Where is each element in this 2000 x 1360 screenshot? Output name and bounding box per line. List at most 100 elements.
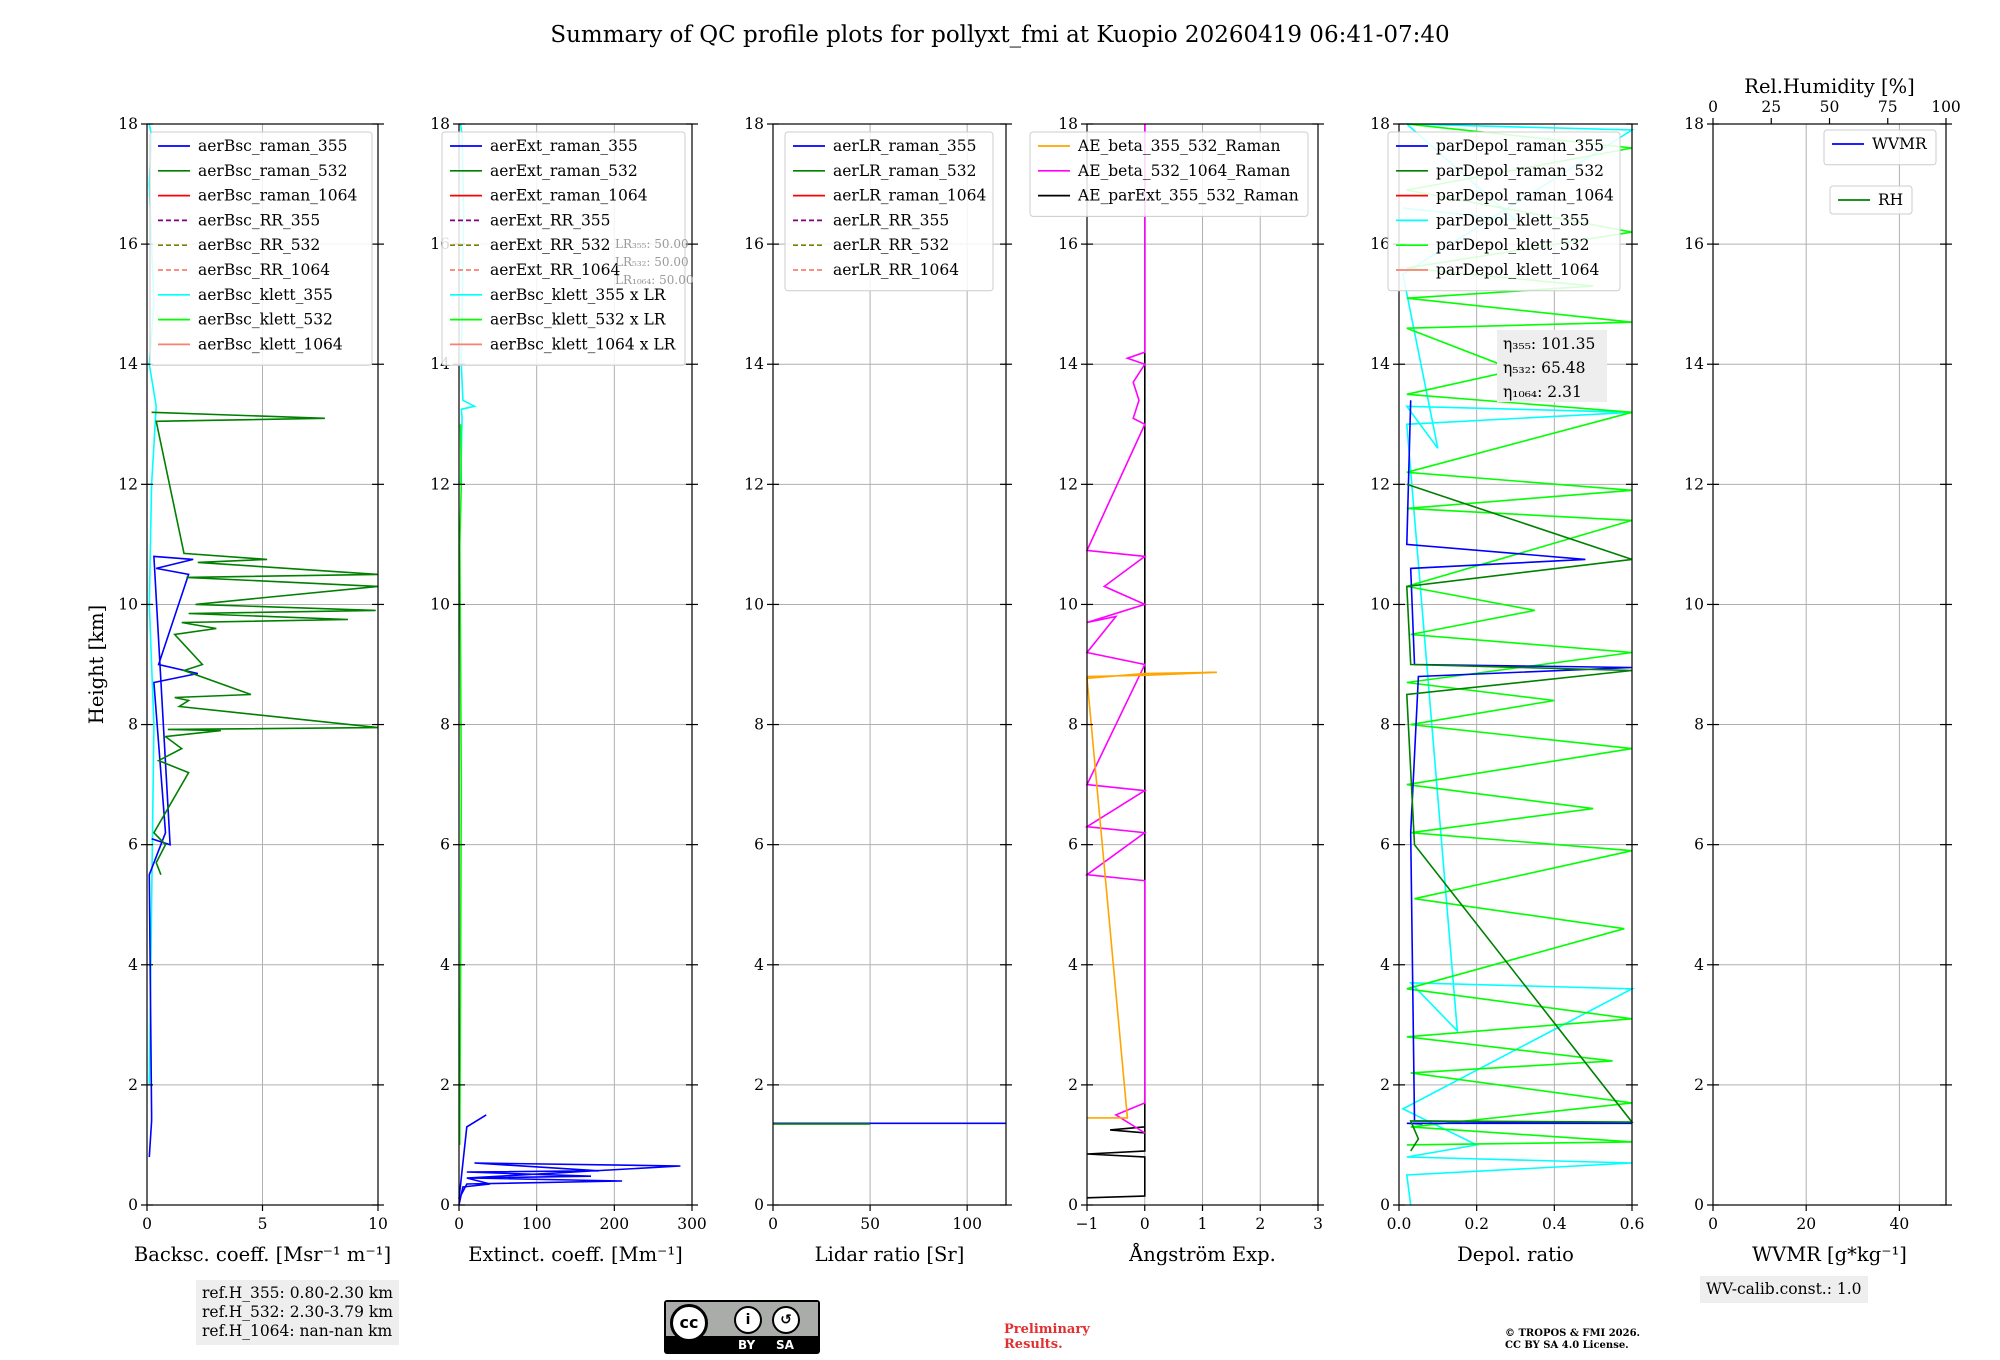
- y-tick-label: 18: [118, 115, 138, 133]
- y-tick-label: 12: [1684, 475, 1704, 493]
- y-tick-label: 18: [430, 115, 450, 133]
- y-tick-label: 6: [754, 836, 764, 854]
- x-axis-label: Backsc. coeff. [Msr⁻¹ m⁻¹]: [134, 1243, 391, 1266]
- y-tick-label: 10: [1370, 595, 1390, 613]
- cc-sa-label: SA: [776, 1338, 794, 1352]
- x-tick-label: 3: [1313, 1215, 1323, 1233]
- y-tick-label: 4: [1068, 956, 1078, 974]
- attribution-icon: i: [734, 1306, 762, 1334]
- eta-label: η₁₀₆₄: 2.31: [1503, 383, 1582, 401]
- legend-extinction: aerExt_raman_355 aerExt_raman_532 aerExt_r…: [441, 131, 686, 366]
- y-tick-label: 8: [754, 716, 764, 734]
- top-x-tick-label: 100: [1931, 98, 1961, 116]
- x-tick-label: 20: [1796, 1215, 1816, 1233]
- y-tick-label: 16: [118, 235, 138, 253]
- y-tick-label: 14: [118, 355, 138, 373]
- lr-note: LR₁₀₆₄: 50.00: [615, 273, 693, 287]
- legend-backscatter: aerBsc_raman_355 aerBsc_raman_532 aerBsc_r…: [149, 131, 373, 366]
- legend-frame: [784, 131, 994, 292]
- y-tick-label: 12: [118, 475, 138, 493]
- legend-frame: [1029, 131, 1309, 217]
- x-tick-label: 0: [454, 1215, 464, 1233]
- y-tick-label: 18: [1058, 115, 1078, 133]
- legend-entry: AE_beta_355_532_Raman: [1077, 137, 1280, 155]
- legend-entry: parDepol_raman_1064: [1436, 187, 1614, 205]
- top-x-tick-label: 75: [1878, 98, 1898, 116]
- series-aerExt_raman_355: [458, 1114, 681, 1206]
- legend-entry: aerLR_RR_532: [833, 236, 949, 254]
- top-x-tick-label: 0: [1708, 98, 1718, 116]
- preliminary-note: Preliminary Results.: [1004, 1322, 1090, 1352]
- y-tick-label: 6: [1694, 836, 1704, 854]
- legend-entry: aerExt_raman_1064: [490, 187, 648, 205]
- x-tick-label: 1: [1198, 1215, 1208, 1233]
- legend-entry: aerLR_raman_355: [833, 137, 976, 155]
- legend-entry: aerBsc_raman_532: [198, 162, 348, 180]
- y-tick-label: 12: [430, 475, 450, 493]
- legend-entry: RH: [1878, 191, 1903, 209]
- legend-entry: aerBsc_klett_532 x LR: [490, 311, 667, 329]
- refh-532: ref.H_532: 2.30-3.79 km: [202, 1303, 393, 1321]
- x-tick-label: 0.4: [1542, 1215, 1567, 1233]
- legend-entry: WVMR: [1872, 135, 1928, 153]
- y-tick-label: 8: [1694, 716, 1704, 734]
- x-tick-label: 0: [1140, 1215, 1150, 1233]
- y-tick-label: 8: [1380, 716, 1390, 734]
- y-tick-label: 0: [754, 1196, 764, 1214]
- series-parDepol_raman_355: [1405, 400, 1633, 1125]
- y-tick-label: 4: [1694, 956, 1704, 974]
- legend-frame: [441, 131, 686, 366]
- legend-entry: aerBsc_klett_1064 x LR: [490, 335, 677, 353]
- x-tick-label: 300: [677, 1215, 707, 1233]
- y-tick-label: 4: [128, 956, 138, 974]
- legend2-water_vapor: RH: [1829, 185, 1913, 215]
- x-axis-label: Lidar ratio [Sr]: [815, 1243, 965, 1266]
- legend-entry: aerBsc_klett_1064: [198, 335, 343, 353]
- legend-entry: aerExt_raman_532: [490, 162, 638, 180]
- series-parDepol_raman_532: [1405, 483, 1634, 1152]
- y-tick-label: 18: [1684, 115, 1704, 133]
- legend-entry: aerBsc_RR_532: [198, 236, 320, 254]
- legend-entry: aerBsc_raman_1064: [198, 187, 358, 205]
- lr-note: LR₅₃₂: 50.00: [615, 255, 689, 269]
- y-tick-label: 18: [1370, 115, 1390, 133]
- legend-depolarization: parDepol_raman_355 parDepol_raman_532 parD…: [1387, 131, 1621, 292]
- x-tick-label: 0.6: [1620, 1215, 1645, 1233]
- y-tick-label: 2: [1694, 1076, 1704, 1094]
- y-tick-label: 2: [1068, 1076, 1078, 1094]
- x-tick-label: 0.2: [1464, 1215, 1489, 1233]
- panel-lidar_ratio: 0 2 4 6 8 10 12 14 16 18 0 50 100 Lidar ratio [Sr] aer…: [744, 115, 1012, 1266]
- legend-entry: parDepol_klett_1064: [1436, 261, 1599, 279]
- legend-entry: aerBsc_RR_1064: [198, 261, 330, 279]
- axes-frame: [1712, 123, 1947, 1206]
- y-tick-label: 0: [1694, 1196, 1704, 1214]
- axes-frame: [772, 123, 1007, 1206]
- wv-calib-const: WV-calib.const.: 1.0: [1706, 1280, 1862, 1298]
- x-tick-label: −1: [1076, 1215, 1099, 1233]
- series-AE_beta_532_1064_Raman: [1084, 124, 1148, 1134]
- y-axis-label: Height [km]: [85, 605, 108, 724]
- x-tick-label: 0: [1708, 1215, 1718, 1233]
- legend-entry: aerBsc_klett_532: [198, 311, 333, 329]
- legend-frame: [1823, 129, 1937, 166]
- y-tick-label: 8: [440, 716, 450, 734]
- legend-entry: aerExt_RR_355: [490, 211, 611, 229]
- cc-logo-icon: cc: [670, 1304, 708, 1342]
- series-AE_beta_355_532_Raman: [1086, 671, 1217, 1119]
- y-tick-label: 0: [1068, 1196, 1078, 1214]
- y-tick-label: 10: [744, 595, 764, 613]
- y-tick-label: 0: [440, 1196, 450, 1214]
- y-tick-label: 2: [440, 1076, 450, 1094]
- x-tick-label: 40: [1890, 1215, 1910, 1233]
- panel-depolarization: 0 2 4 6 8 10 12 14 16 18 0.0 0.2 0.4 0.6 Depol. ratio p…: [1370, 115, 1644, 1266]
- x-tick-label: 200: [600, 1215, 630, 1233]
- x-axis-label: Extinct. coeff. [Mm⁻¹]: [468, 1243, 683, 1266]
- lr-note: LR₃₅₅: 50.00: [615, 237, 689, 251]
- y-tick-label: 12: [744, 475, 764, 493]
- y-tick-label: 6: [1068, 836, 1078, 854]
- series-AE_parExt_355_532_Raman: [1086, 124, 1146, 1199]
- copyright-line-1: © TROPOS & FMI 2026.: [1505, 1328, 1641, 1339]
